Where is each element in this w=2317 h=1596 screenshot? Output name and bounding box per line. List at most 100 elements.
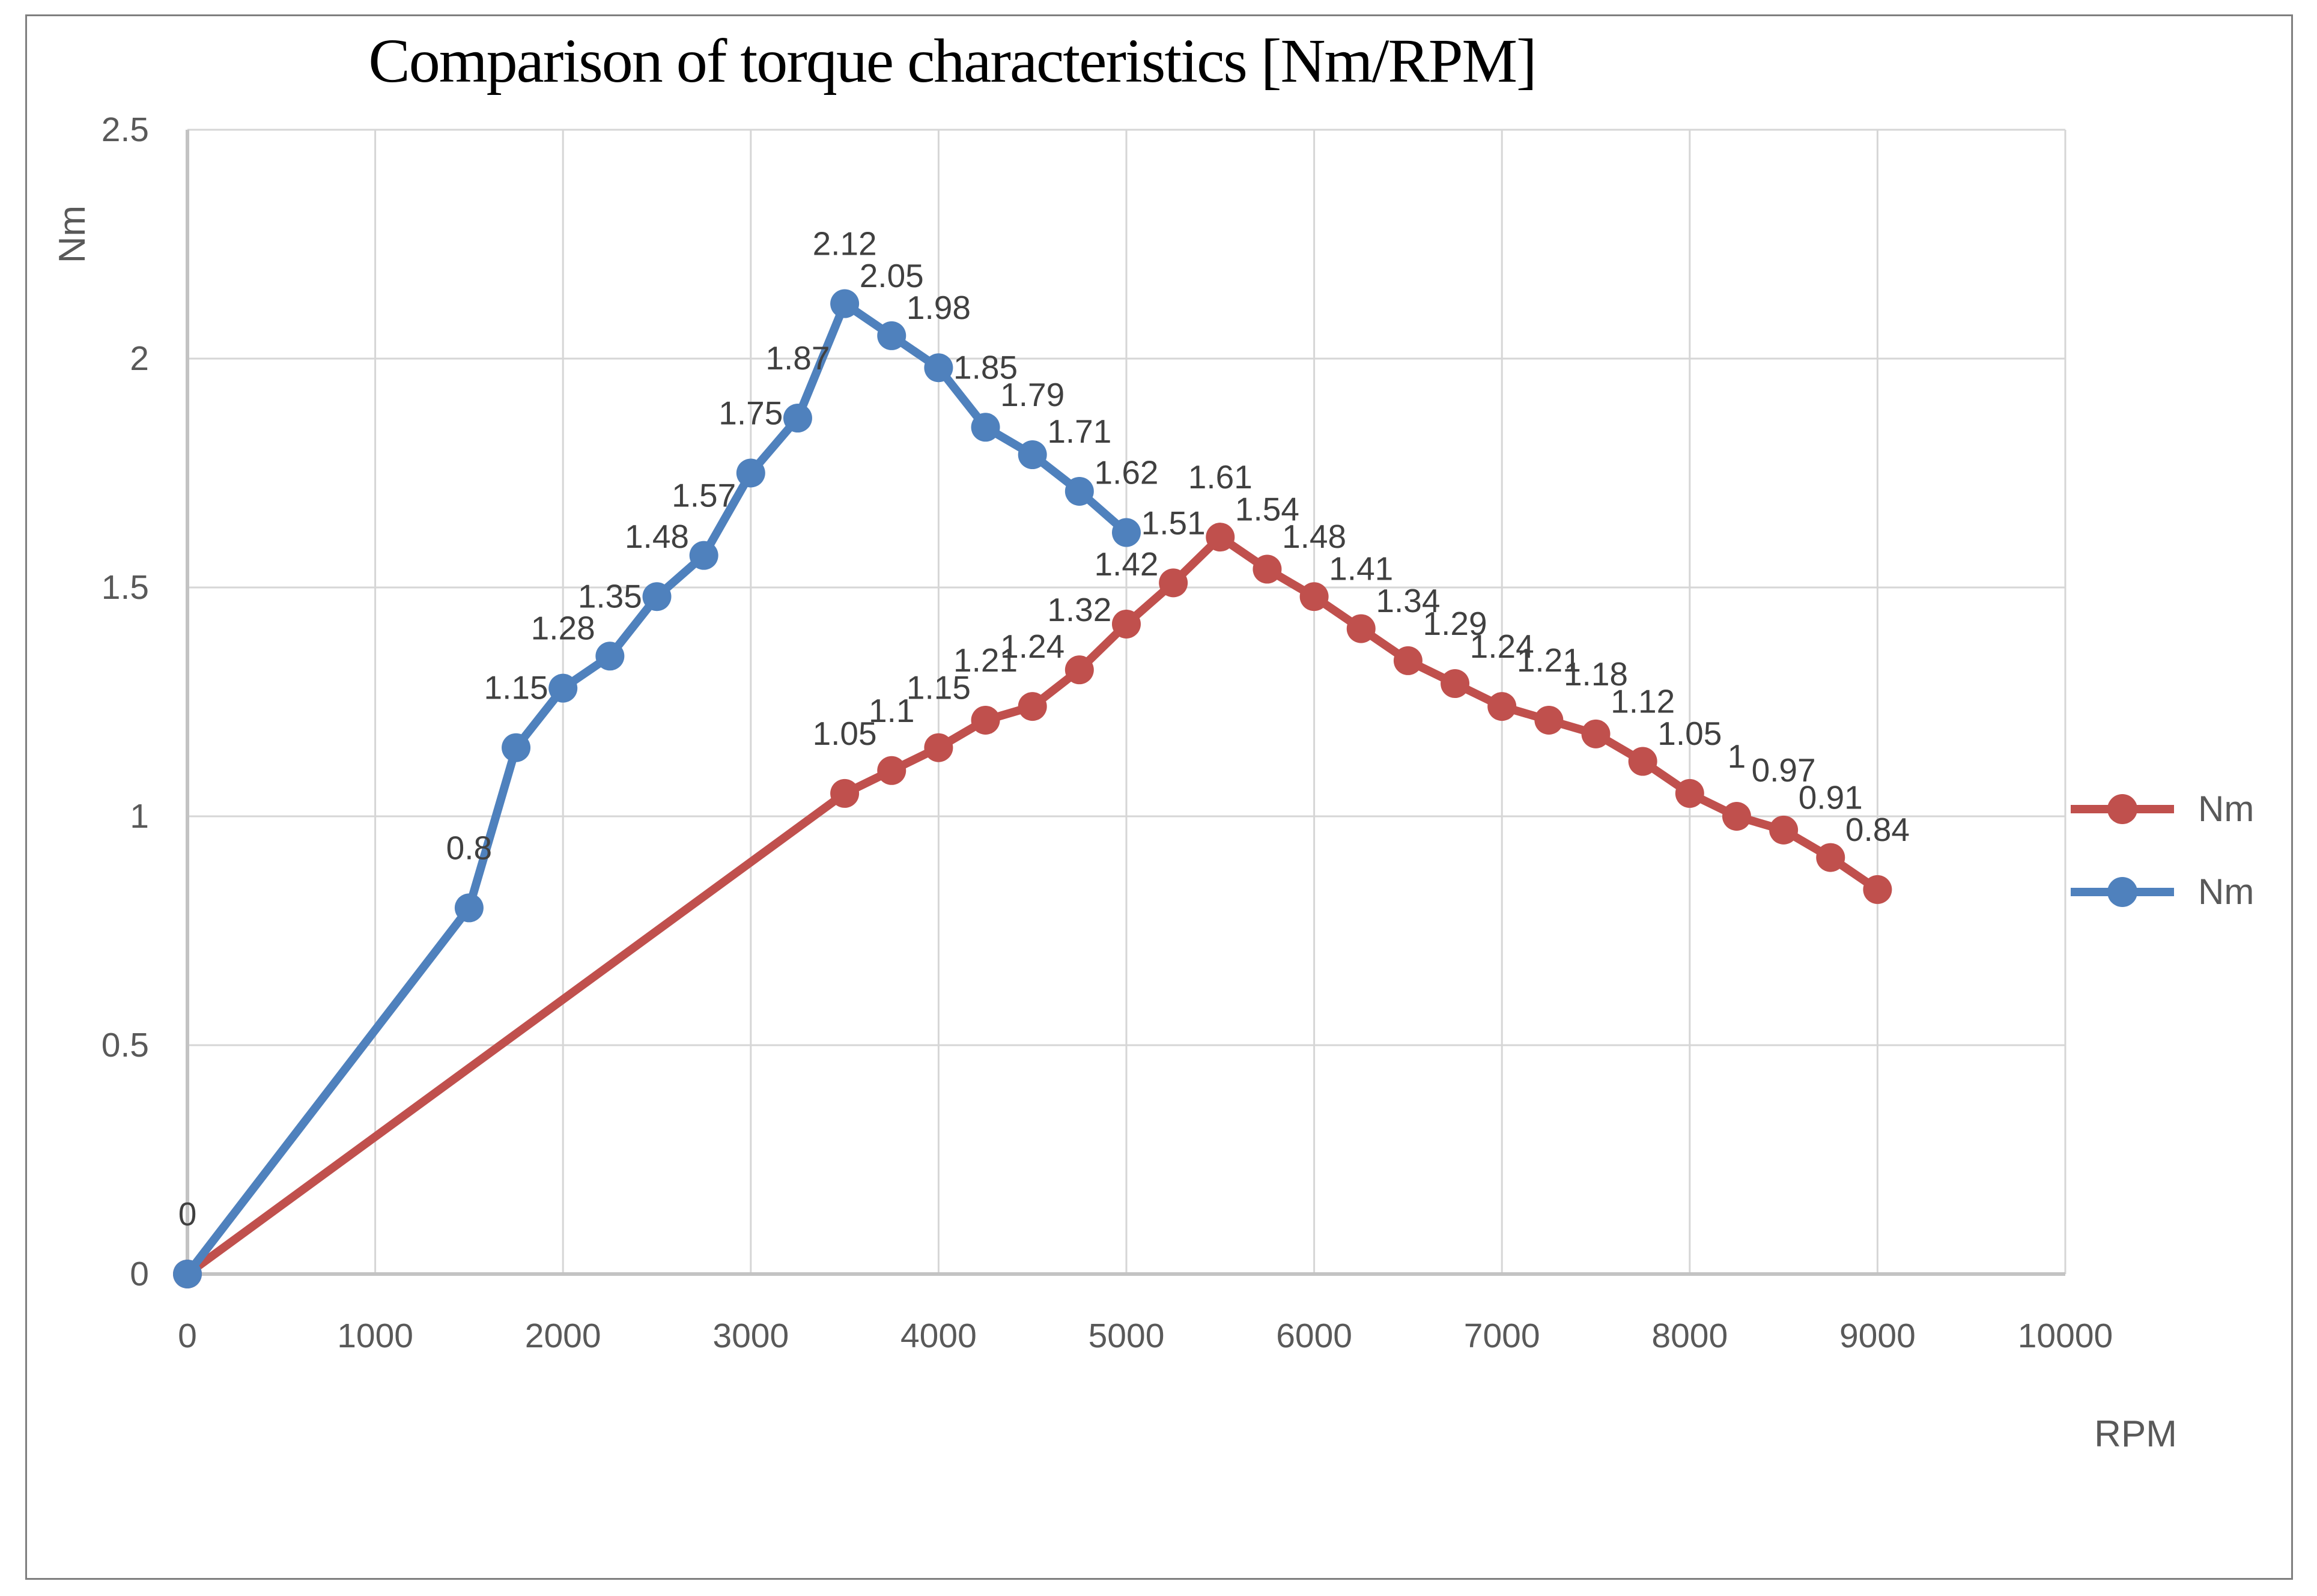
data-label: 1.05 [813,715,877,752]
data-point [502,733,531,762]
data-label: 0.97 [1752,751,1816,789]
data-point [1722,802,1751,831]
legend-label-red: Nm [2198,789,2255,829]
y-tick-label: 0.5 [102,1026,149,1064]
x-tick-label: 7000 [1464,1317,1540,1355]
data-point [454,893,484,923]
data-point [1393,646,1423,675]
legend-marker-blue-icon [2071,877,2174,907]
legend-entry-red: Nm [2070,791,2298,827]
x-tick-label: 4000 [900,1317,977,1355]
data-label: 1 [1728,738,1746,775]
data-point [1018,692,1047,721]
x-tick-label: 8000 [1651,1317,1728,1355]
y-tick-label: 1 [130,797,149,836]
data-point [595,642,625,671]
x-tick-label: 1000 [337,1317,413,1355]
data-point [1299,582,1329,611]
data-label: 1.48 [625,518,689,555]
data-point [1112,609,1141,639]
series-line [183,299,1131,1278]
data-label: 1.24 [1470,628,1534,665]
x-tick-label: 3000 [712,1317,789,1355]
data-label: 1.32 [1047,591,1111,628]
x-tick-label: 10000 [2018,1317,2113,1355]
x-axis-title: RPM [2094,1413,2177,1455]
data-point [783,404,812,433]
data-label: 1.18 [1564,655,1628,693]
data-label: 1.1 [869,692,914,729]
data-label: 1.42 [1094,545,1158,583]
data-point [830,778,860,808]
data-point [877,321,906,350]
data-label: 1.51 [1141,504,1206,541]
data-point [1346,614,1376,643]
data-label: 1.85 [953,348,1018,386]
y-tick-label: 1.5 [102,568,149,607]
data-label: 1.21 [953,642,1018,679]
data-label: 1.21 [1517,642,1581,679]
data-point [1769,815,1799,845]
x-tick-label: 6000 [1276,1317,1352,1355]
data-label: 1.98 [906,289,971,326]
data-label: 1.48 [1282,518,1346,555]
data-point [971,705,1000,735]
data-point [1018,440,1047,470]
data-point [1628,747,1657,776]
data-point [1206,523,1235,552]
data-point [642,582,672,611]
data-label: 1.15 [906,669,971,706]
data-label: 0 [178,1195,197,1233]
data-point [1581,719,1611,748]
data-point [830,289,860,318]
data-point [1064,655,1094,685]
data-point [877,756,906,785]
data-label: 1.71 [1047,413,1111,450]
data-point [924,353,953,383]
data-label: 0.84 [1845,811,1910,848]
chart-title: Comparison of torque characteristics [Nm… [368,26,1537,96]
data-label: 0.8 [446,829,492,866]
data-point [924,733,953,762]
legend-entry-blue: Nm [2070,874,2298,910]
data-point [1863,875,1892,904]
x-tick-label: 0 [178,1317,197,1355]
y-tick-label: 2.5 [102,111,149,149]
x-tick-label: 2000 [525,1317,601,1355]
y-tick-label: 0 [130,1255,149,1293]
data-label: 0.91 [1799,779,1863,816]
data-label: 1.15 [484,669,548,706]
data-point [1534,705,1564,735]
data-label: 1.54 [1235,491,1299,528]
data-point [548,673,578,703]
x-tick-label: 5000 [1089,1317,1165,1355]
data-label: 1.28 [531,610,595,647]
data-point [971,413,1000,442]
data-point [1064,476,1094,506]
legend-marker-red-icon [2071,794,2174,824]
data-label: 1.75 [718,395,783,432]
data-label: 1.34 [1376,582,1440,619]
data-point [1816,843,1845,872]
data-label: 1.05 [1657,715,1722,752]
legend: Nm Nm [2070,791,2298,957]
data-label: 2.05 [860,257,924,294]
x-tick-label: 9000 [1839,1317,1916,1355]
data-point [1253,554,1282,584]
data-point [736,458,765,488]
data-label: 1.41 [1329,550,1393,587]
data-label: 1.57 [672,477,736,514]
data-label: 1.29 [1423,605,1487,642]
data-label: 1.24 [1000,628,1064,665]
data-label: 1.62 [1094,454,1158,491]
data-point [1441,669,1470,699]
data-point [1487,692,1517,721]
y-tick-label: 2 [130,339,149,378]
data-label: 1.61 [1188,458,1253,496]
data-label: 1.35 [578,577,642,614]
data-label: 1.79 [1000,376,1064,413]
data-point [1675,778,1704,808]
data-label: 1.87 [765,339,830,377]
data-label: 1.12 [1611,683,1675,720]
